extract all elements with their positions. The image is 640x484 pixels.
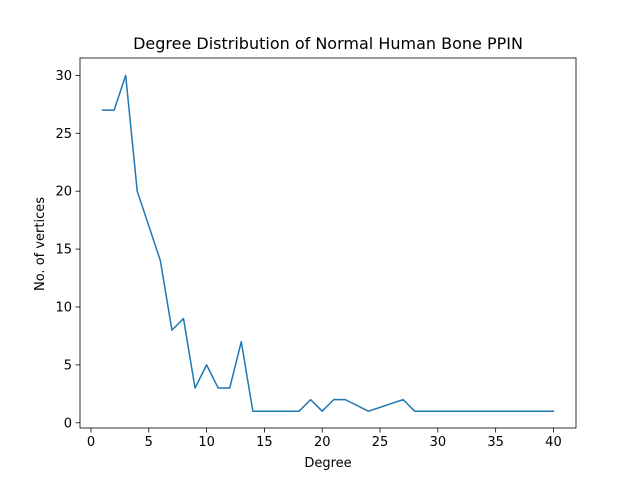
x-tick-label: 25 <box>372 435 389 450</box>
y-tick-label: 5 <box>64 358 72 373</box>
x-tick-label: 20 <box>314 435 331 450</box>
axes-frame <box>79 57 577 429</box>
plot-area: 0 5 10 15 20 25 30 35 40 0 5 10 15 20 25 30 <box>55 57 577 450</box>
y-tick-label: 10 <box>55 300 72 315</box>
chart-title: Degree Distribution of Normal Human Bone… <box>133 34 523 53</box>
x-tick-label: 30 <box>430 435 447 450</box>
x-tick-label: 35 <box>487 435 504 450</box>
y-tick-label: 30 <box>55 69 72 84</box>
x-tick-label: 5 <box>145 435 153 450</box>
y-tick-label: 15 <box>55 243 72 258</box>
series-line-0 <box>101 74 555 412</box>
y-tick-label: 25 <box>55 127 72 142</box>
x-tick-label: 40 <box>545 435 562 450</box>
y-axis-label: No. of vertices <box>33 197 48 291</box>
x-axis-label: Degree <box>304 456 351 471</box>
x-tick-label: 10 <box>198 435 215 450</box>
x-tick-label: 0 <box>87 435 95 450</box>
x-tick-label: 15 <box>256 435 273 450</box>
y-tick-label: 20 <box>55 185 72 200</box>
y-tick-label: 0 <box>64 416 72 431</box>
